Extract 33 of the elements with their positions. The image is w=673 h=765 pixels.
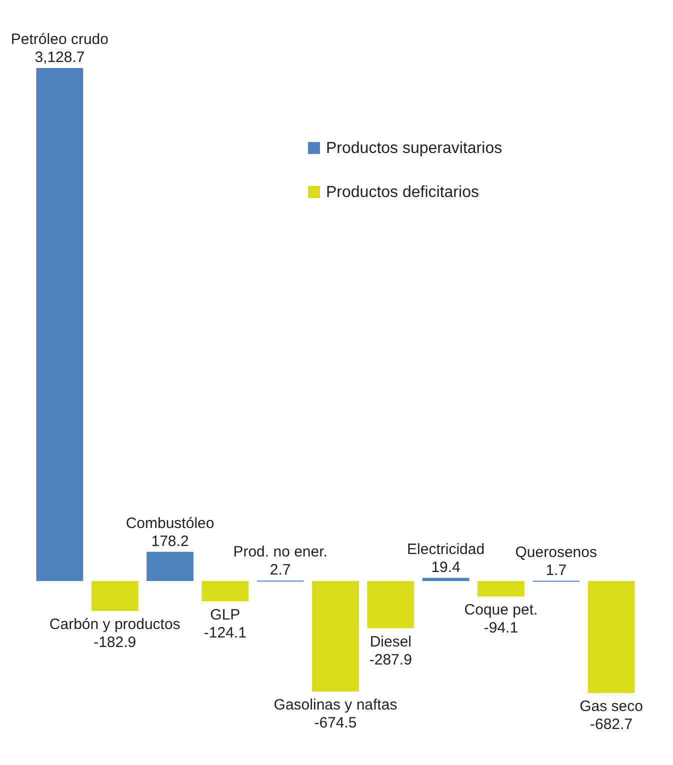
- bar: [588, 581, 635, 693]
- bar: [422, 578, 470, 582]
- x-tick-label: Carbón y productos: [49, 616, 180, 634]
- data-label: -94.1: [484, 619, 518, 636]
- bar: [202, 581, 249, 602]
- legend-label: Productos superavitarios: [326, 140, 502, 157]
- x-tick-label: Querosenos: [515, 544, 597, 561]
- x-tick-label: GLP: [210, 606, 240, 624]
- data-label: 1.7: [546, 562, 567, 579]
- data-label: 19.4: [431, 558, 460, 576]
- x-tick-label: Electricidad: [407, 540, 485, 558]
- x-tick-label: Prod. no ener.: [233, 544, 328, 561]
- x-tick-label: Gas seco: [580, 698, 643, 715]
- bar: [312, 581, 359, 692]
- data-label: -182.9: [94, 634, 136, 652]
- data-label: -674.5: [314, 714, 357, 732]
- x-tick-label: Petróleo crudo: [10, 31, 108, 48]
- bar: [146, 552, 194, 582]
- x-tick-label: Gasolinas y naftas: [274, 696, 398, 714]
- x-tick-label: Diesel: [370, 633, 412, 650]
- x-tick-label: Combustóleo: [126, 514, 214, 532]
- x-tick-label: Coque pet.: [464, 601, 538, 618]
- bar: [36, 68, 84, 582]
- data-label: -124.1: [204, 624, 246, 642]
- data-label: -682.7: [590, 716, 633, 733]
- data-label: 2.7: [270, 562, 291, 579]
- bar: [91, 581, 138, 612]
- legend-label: Productos deficitarios: [326, 184, 479, 201]
- data-label: 178.2: [151, 532, 189, 550]
- data-label: -287.9: [369, 651, 412, 668]
- data-label: 3,128.7: [34, 49, 85, 66]
- bar: [478, 581, 524, 596]
- bar: [367, 581, 414, 628]
